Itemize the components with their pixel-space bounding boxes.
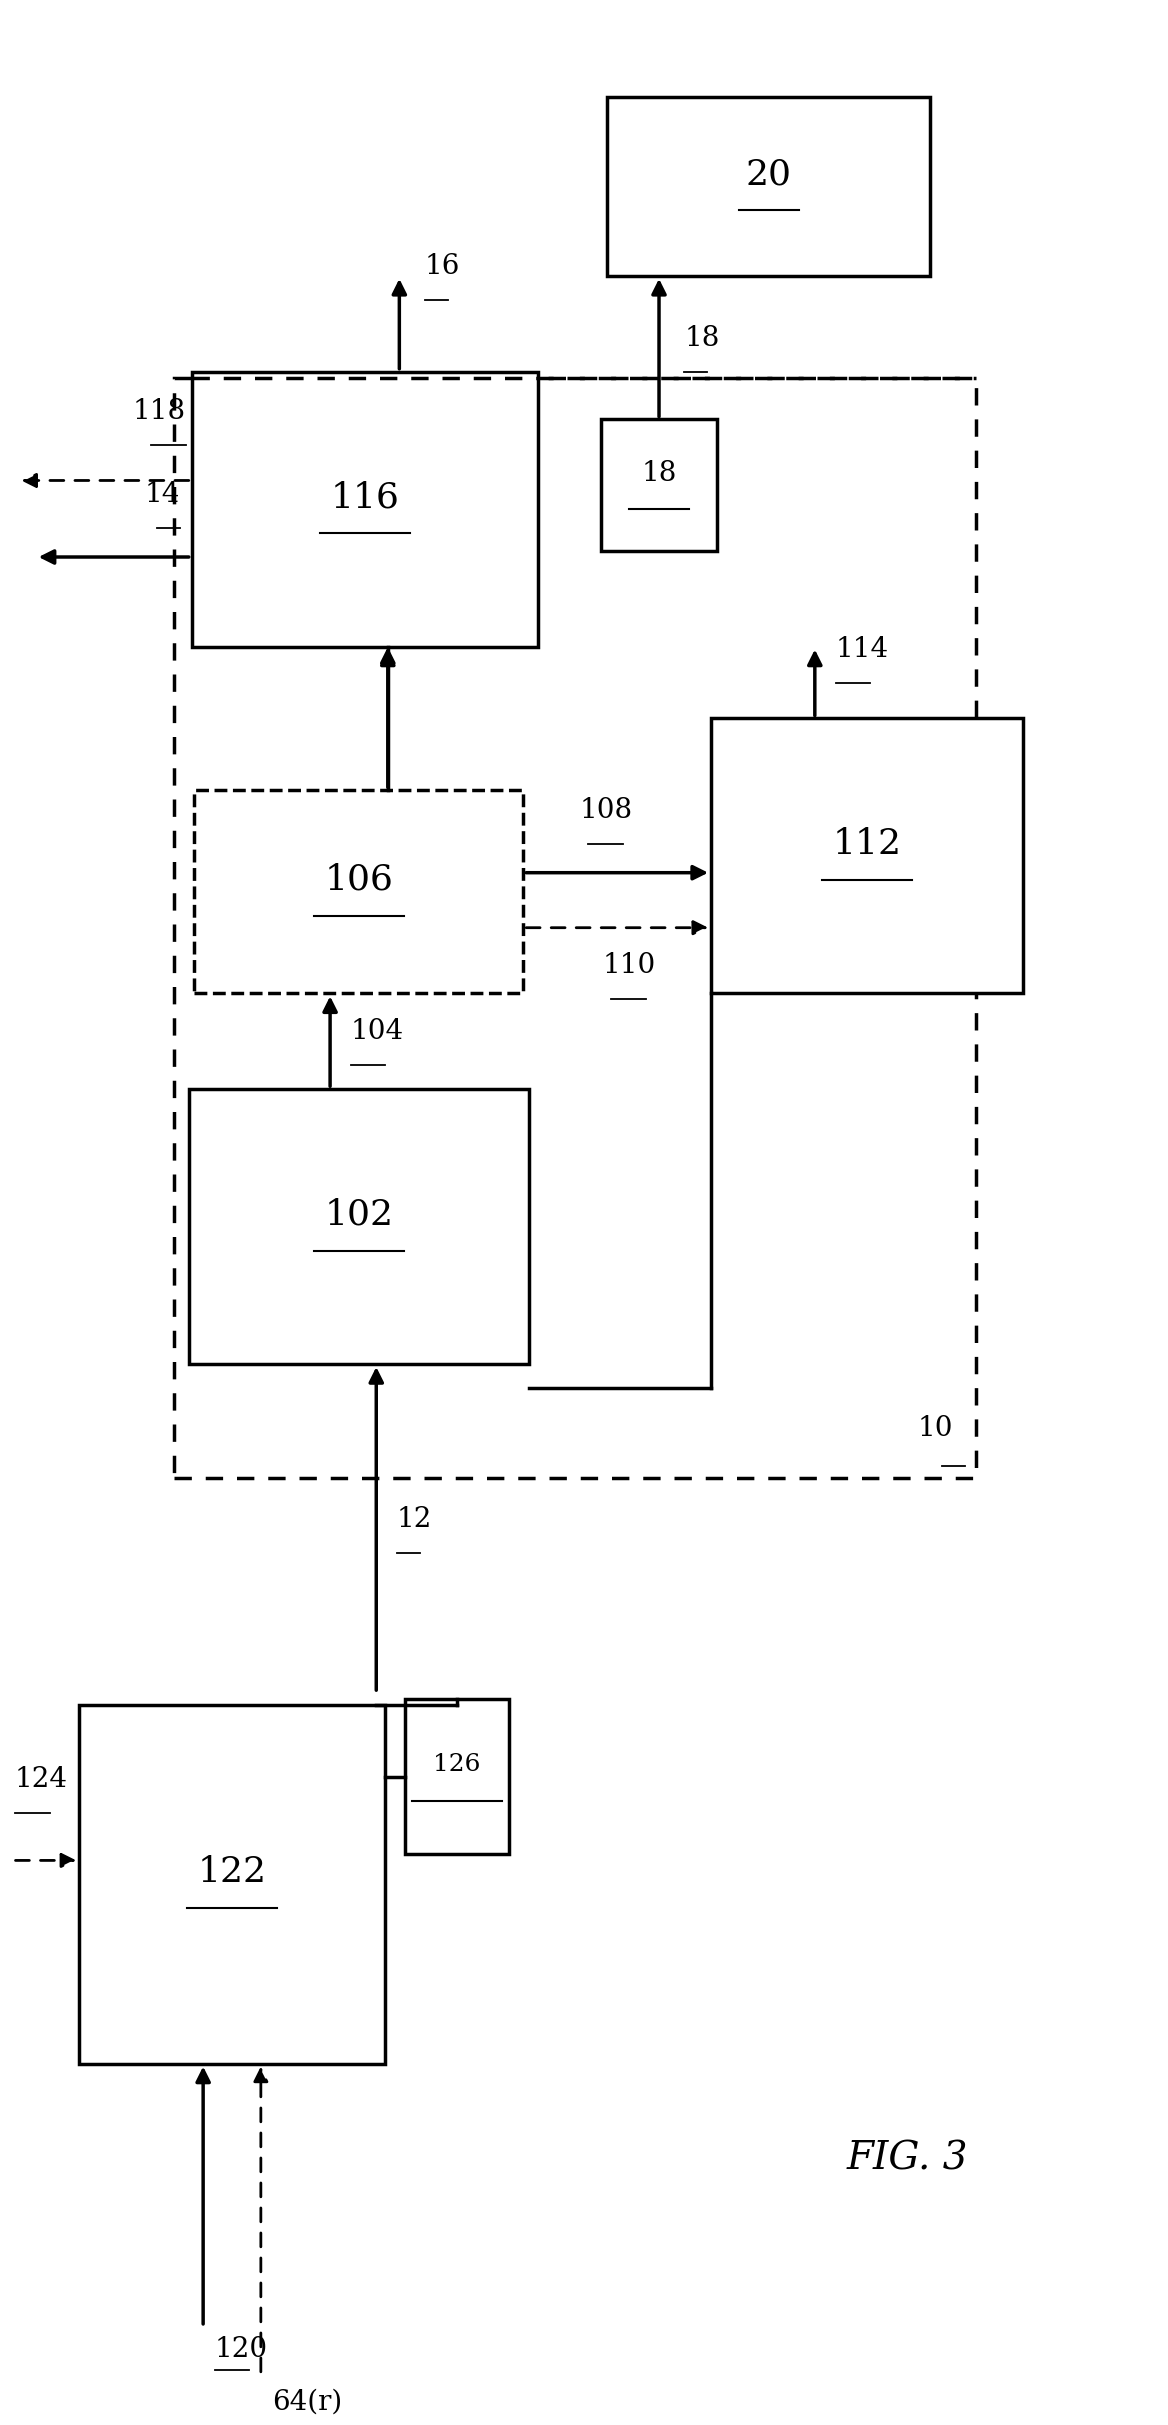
Text: 124: 124 xyxy=(15,1765,68,1792)
Text: 12: 12 xyxy=(397,1506,432,1533)
Text: 110: 110 xyxy=(602,953,655,980)
Text: 106: 106 xyxy=(325,863,394,897)
Text: 112: 112 xyxy=(833,827,902,861)
Text: 118: 118 xyxy=(133,398,186,424)
Text: 10: 10 xyxy=(918,1414,953,1443)
Text: 64(r): 64(r) xyxy=(272,2389,342,2415)
Text: 126: 126 xyxy=(433,1753,481,1775)
Text: 18: 18 xyxy=(684,325,719,352)
Text: 108: 108 xyxy=(579,798,632,825)
Text: 14: 14 xyxy=(145,480,180,509)
Bar xyxy=(189,1089,529,1365)
Text: 120: 120 xyxy=(215,2335,267,2364)
Text: 116: 116 xyxy=(331,480,399,514)
Bar xyxy=(711,718,1022,994)
Text: 20: 20 xyxy=(745,158,792,192)
Text: 122: 122 xyxy=(197,1855,266,1889)
Text: FIG. 3: FIG. 3 xyxy=(847,2141,968,2178)
Bar xyxy=(174,378,976,1477)
Bar xyxy=(192,371,537,647)
Text: 104: 104 xyxy=(350,1018,404,1045)
Text: 18: 18 xyxy=(641,461,676,487)
Bar xyxy=(607,97,930,276)
Bar xyxy=(405,1700,509,1855)
Text: 16: 16 xyxy=(425,252,460,279)
Text: 114: 114 xyxy=(835,635,889,662)
Text: 102: 102 xyxy=(325,1198,394,1232)
Bar xyxy=(79,1705,385,2064)
Bar xyxy=(195,791,523,994)
Bar xyxy=(602,420,717,550)
